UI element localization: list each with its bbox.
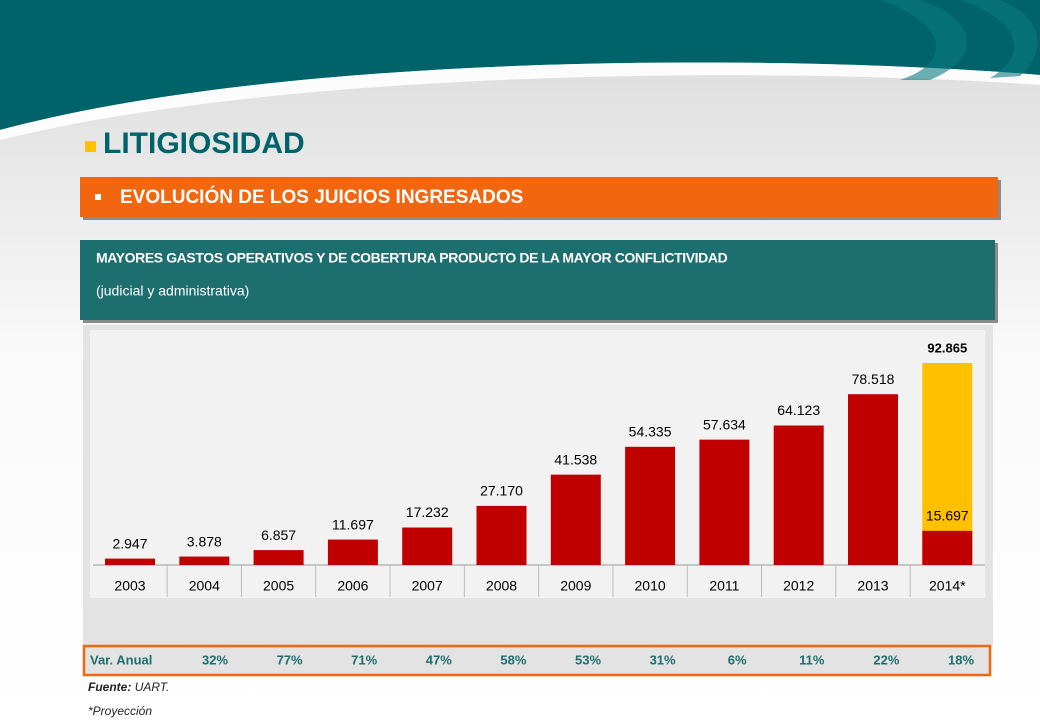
x-tick-label: 2006: [337, 578, 368, 594]
x-tick-label: 2011: [709, 578, 739, 594]
value-label: 3.878: [187, 533, 222, 549]
title: LITIGIOSIDAD: [103, 127, 305, 160]
variation-cell: 22%: [873, 652, 899, 667]
banner-text: EVOLUCIÓN DE LOS JUICIOS INGRESADOS: [120, 186, 523, 208]
chart: 2003 2.947 2004 3.878 2005 6.857 2006 11.697 200…: [105, 340, 973, 597]
banner-bullet: [95, 194, 101, 200]
variation-cell: 11%: [799, 652, 825, 667]
bar: [105, 558, 155, 565]
note-box: [80, 240, 995, 320]
bar: [327, 539, 378, 565]
value-label: 6.857: [261, 527, 296, 543]
value-label: 78.518: [852, 371, 895, 387]
value-label: 2.947: [112, 535, 147, 551]
x-tick-label: 2013: [857, 578, 888, 594]
x-tick-label: 2014*: [929, 578, 966, 594]
banner: [80, 177, 998, 217]
variation-cell: 58%: [500, 652, 526, 667]
value-label: 41.538: [554, 451, 597, 467]
bar: [773, 425, 824, 565]
note-line: MAYORES GASTOS OPERATIVOS Y DE COBERTURA…: [96, 250, 728, 266]
bar: [550, 474, 601, 565]
value-label: 17.232: [406, 504, 449, 520]
footnote: *Proyección: [88, 704, 152, 718]
bar: [253, 550, 304, 565]
value-label: 54.335: [629, 424, 672, 440]
header-band: [0, 0, 1040, 130]
plot-area: [90, 330, 985, 598]
bar: [402, 527, 453, 565]
bar: [922, 530, 973, 565]
x-tick-label: 2012: [783, 578, 814, 594]
variation-cell: 31%: [650, 652, 676, 667]
bar: [625, 446, 676, 565]
variation-cell: 6%: [728, 652, 747, 667]
variation-cell: 77%: [277, 652, 303, 667]
variation-cell: 32%: [202, 652, 228, 667]
x-tick-label: 2010: [635, 578, 666, 594]
source-label: Fuente:: [88, 680, 131, 694]
variation-label: Var. Anual: [90, 652, 152, 667]
value-label: 11.697: [332, 516, 374, 532]
variation-cell: 53%: [575, 652, 601, 667]
value-label: 27.170: [480, 483, 523, 499]
value-label: 15.697: [926, 508, 969, 524]
x-tick-label: 2007: [412, 578, 443, 594]
x-tick-label: 2005: [263, 578, 294, 594]
variation-cell: 18%: [948, 652, 974, 667]
variation-row: 32% 77% 71% 47% 58% 53% 31% 6% 11% 22% 18%: [202, 652, 974, 667]
note-line: (judicial y administrativa): [96, 283, 249, 299]
variation-box: [82, 644, 992, 677]
bar: [179, 556, 230, 565]
source-text: UART.: [135, 680, 170, 694]
bar: [699, 439, 750, 565]
variation-cell: 47%: [426, 652, 452, 667]
x-tick-label: 2004: [189, 578, 220, 594]
value-label: 57.634: [703, 416, 746, 432]
variation-cell: 71%: [351, 652, 377, 667]
header-logo: [880, 0, 1038, 80]
source: Fuente: UART.: [88, 680, 169, 694]
x-tick-label: 2008: [486, 578, 517, 594]
title-bullet: [85, 141, 96, 152]
x-tick-label: 2003: [114, 578, 145, 594]
bar: [476, 505, 527, 565]
projection-label: 92.865: [927, 340, 967, 355]
value-label: 64.123: [777, 402, 820, 418]
bar: [848, 394, 898, 565]
x-tick-label: 2009: [560, 578, 591, 594]
